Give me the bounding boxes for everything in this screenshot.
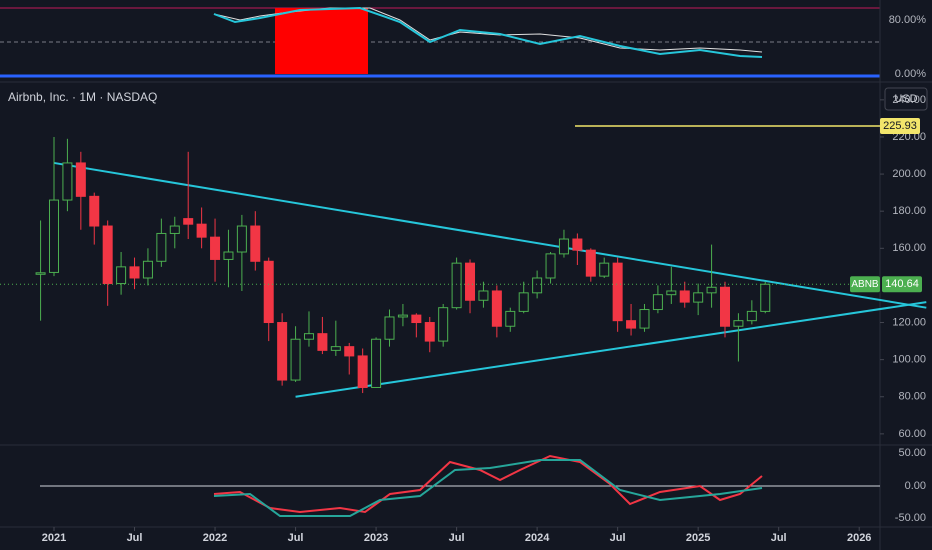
candle-body bbox=[585, 249, 596, 277]
candle-body bbox=[317, 333, 328, 351]
symbol-tag bbox=[850, 276, 880, 293]
symbol-label: ABNB bbox=[851, 279, 879, 290]
candle-body bbox=[156, 232, 167, 262]
top-panel-tick: 80.00% bbox=[889, 14, 927, 26]
x-tick-label: 2024 bbox=[525, 532, 550, 544]
x-tick-label: Jul bbox=[610, 532, 626, 544]
candle-body bbox=[277, 322, 288, 381]
candle-body bbox=[62, 162, 73, 201]
last-price-tag bbox=[882, 276, 922, 293]
candle-body bbox=[572, 238, 583, 251]
last-price-label: 140.64 bbox=[885, 278, 919, 290]
candle-body bbox=[505, 310, 516, 327]
candle-body bbox=[196, 223, 207, 238]
candle-body bbox=[451, 262, 462, 309]
x-tick-label: Jul bbox=[449, 532, 465, 544]
candle-body bbox=[652, 294, 663, 311]
trendline bbox=[295, 301, 927, 398]
x-tick-label: 2021 bbox=[42, 532, 66, 544]
candle-body bbox=[75, 162, 86, 197]
candle-body bbox=[626, 320, 637, 329]
candle-body bbox=[720, 286, 730, 327]
y-tick-label: 60.00 bbox=[898, 428, 926, 440]
candle-body bbox=[169, 225, 180, 234]
candle-body bbox=[706, 286, 717, 294]
candle-body bbox=[250, 225, 261, 262]
x-tick-label: Jul bbox=[127, 532, 143, 544]
price-level-label: 225.93 bbox=[883, 120, 917, 132]
indicator-signal bbox=[213, 6, 763, 58]
candle-body bbox=[183, 218, 194, 225]
bottom-panel-tick: 0.00 bbox=[905, 480, 926, 492]
candle-body bbox=[612, 262, 623, 322]
candle-body bbox=[35, 272, 46, 275]
top-panel-tick: 0.00% bbox=[895, 68, 926, 80]
y-tick-label: 160.00 bbox=[892, 242, 926, 254]
candle-body bbox=[679, 290, 690, 303]
x-tick-label: 2026 bbox=[847, 532, 871, 544]
price-level-tag bbox=[880, 117, 920, 134]
y-tick-label: 120.00 bbox=[892, 316, 926, 328]
candle-body bbox=[411, 314, 422, 324]
candle-body bbox=[639, 309, 650, 329]
candle-body bbox=[693, 292, 704, 303]
x-tick-label: Jul bbox=[771, 532, 787, 544]
candle-body bbox=[545, 253, 556, 279]
candle-body bbox=[236, 225, 247, 253]
candle-body bbox=[465, 262, 476, 301]
candle-body bbox=[290, 338, 301, 381]
candle-body bbox=[384, 316, 395, 340]
candle-body bbox=[357, 355, 368, 388]
candle-body bbox=[746, 310, 757, 322]
currency-button[interactable] bbox=[884, 87, 928, 111]
y-tick-label: 180.00 bbox=[892, 205, 926, 217]
candle-body bbox=[102, 225, 113, 285]
y-tick-label: 240.00 bbox=[892, 94, 926, 106]
candle-body bbox=[733, 320, 744, 327]
overbought-zone bbox=[275, 8, 368, 74]
y-tick-label: 80.00 bbox=[898, 391, 926, 403]
macd-line bbox=[213, 454, 763, 514]
candle-body bbox=[344, 346, 355, 357]
x-tick-label: 2025 bbox=[686, 532, 710, 544]
candle-body bbox=[478, 290, 489, 301]
candle-body bbox=[491, 290, 502, 327]
signal-line bbox=[213, 459, 763, 517]
candle-body bbox=[518, 292, 529, 312]
candle-body bbox=[397, 314, 408, 318]
x-tick-label: Jul bbox=[288, 532, 304, 544]
candle-body bbox=[49, 199, 59, 273]
candle-body bbox=[666, 290, 677, 296]
candle-body bbox=[424, 322, 435, 342]
candle-body bbox=[129, 266, 140, 279]
candle-body bbox=[599, 262, 610, 277]
currency[interactable]: USD bbox=[894, 93, 917, 105]
candle-body bbox=[438, 307, 449, 342]
candle-body bbox=[532, 277, 543, 294]
y-tick-label: 100.00 bbox=[892, 354, 926, 366]
bottom-panel-tick: 50.00 bbox=[898, 447, 926, 459]
candle-body bbox=[223, 251, 234, 260]
candle-body bbox=[142, 260, 153, 279]
candle-body bbox=[303, 333, 314, 340]
trendline bbox=[53, 161, 927, 309]
candle-body bbox=[89, 195, 100, 227]
candle-body bbox=[116, 266, 127, 285]
x-tick-label: 2022 bbox=[203, 532, 227, 544]
candle-body bbox=[760, 283, 771, 312]
x-tick-label: 2023 bbox=[364, 532, 388, 544]
candle-body bbox=[371, 338, 382, 388]
candle-body bbox=[330, 346, 341, 351]
bottom-panel-tick: -50.00 bbox=[895, 512, 926, 524]
candle-body bbox=[558, 238, 569, 255]
y-tick-label: 200.00 bbox=[892, 168, 926, 180]
chart-title: Airbnb, Inc. · 1M · NASDAQ bbox=[8, 90, 157, 104]
candle-body bbox=[210, 236, 221, 260]
candle-body bbox=[263, 260, 274, 324]
